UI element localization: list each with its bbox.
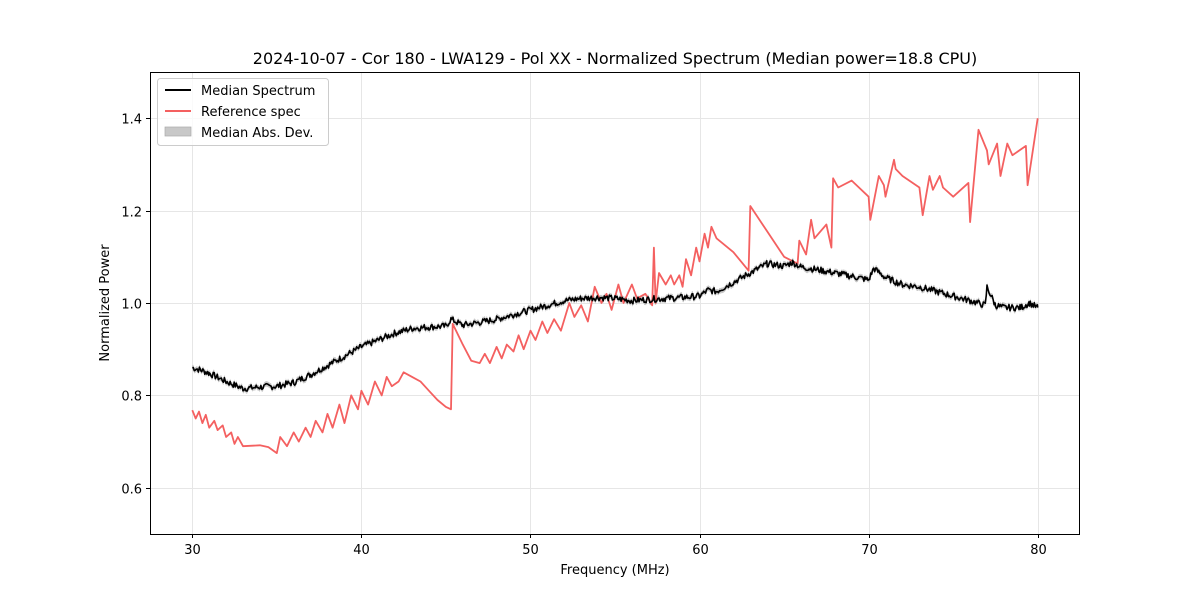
series-line-median-spectrum — [192, 259, 1039, 392]
y-axis-label: Normalized Power — [98, 244, 113, 362]
y-axis: 0.6 0.8 1.0 1.2 1.4 — [121, 113, 150, 498]
x-tick-label: 70 — [861, 543, 878, 558]
series-line-reference-spec — [191, 118, 1039, 455]
legend-label-reference: Reference spec — [201, 105, 301, 120]
y-tick-label: 0.6 — [121, 483, 142, 498]
y-tick-label: 0.8 — [121, 390, 142, 405]
legend-label-median: Median Spectrum — [201, 84, 315, 99]
x-tick-label: 40 — [353, 543, 370, 558]
x-tick-label: 60 — [692, 543, 709, 558]
x-axis: 30 40 50 60 70 80 — [184, 534, 1047, 558]
y-tick-label: 1.0 — [121, 298, 142, 313]
legend-swatch-mad — [164, 126, 192, 137]
y-tick-label: 1.2 — [121, 206, 142, 221]
series-layer — [191, 118, 1039, 455]
plot-frame — [150, 72, 1080, 535]
x-axis-label: Frequency (MHz) — [560, 563, 669, 578]
legend: Median Spectrum Reference spec Median Ab… — [157, 78, 329, 146]
x-tick-label: 30 — [184, 543, 201, 558]
chart-title: 2024-10-07 - Cor 180 - LWA129 - Pol XX -… — [253, 49, 977, 68]
legend-label-mad: Median Abs. Dev. — [201, 126, 313, 141]
mad-band-layer — [192, 257, 1038, 394]
mad-band — [192, 257, 1038, 394]
x-tick-label: 50 — [522, 543, 539, 558]
y-tick-label: 1.4 — [121, 113, 142, 128]
legend-box — [157, 78, 329, 146]
x-tick-label: 80 — [1030, 543, 1047, 558]
